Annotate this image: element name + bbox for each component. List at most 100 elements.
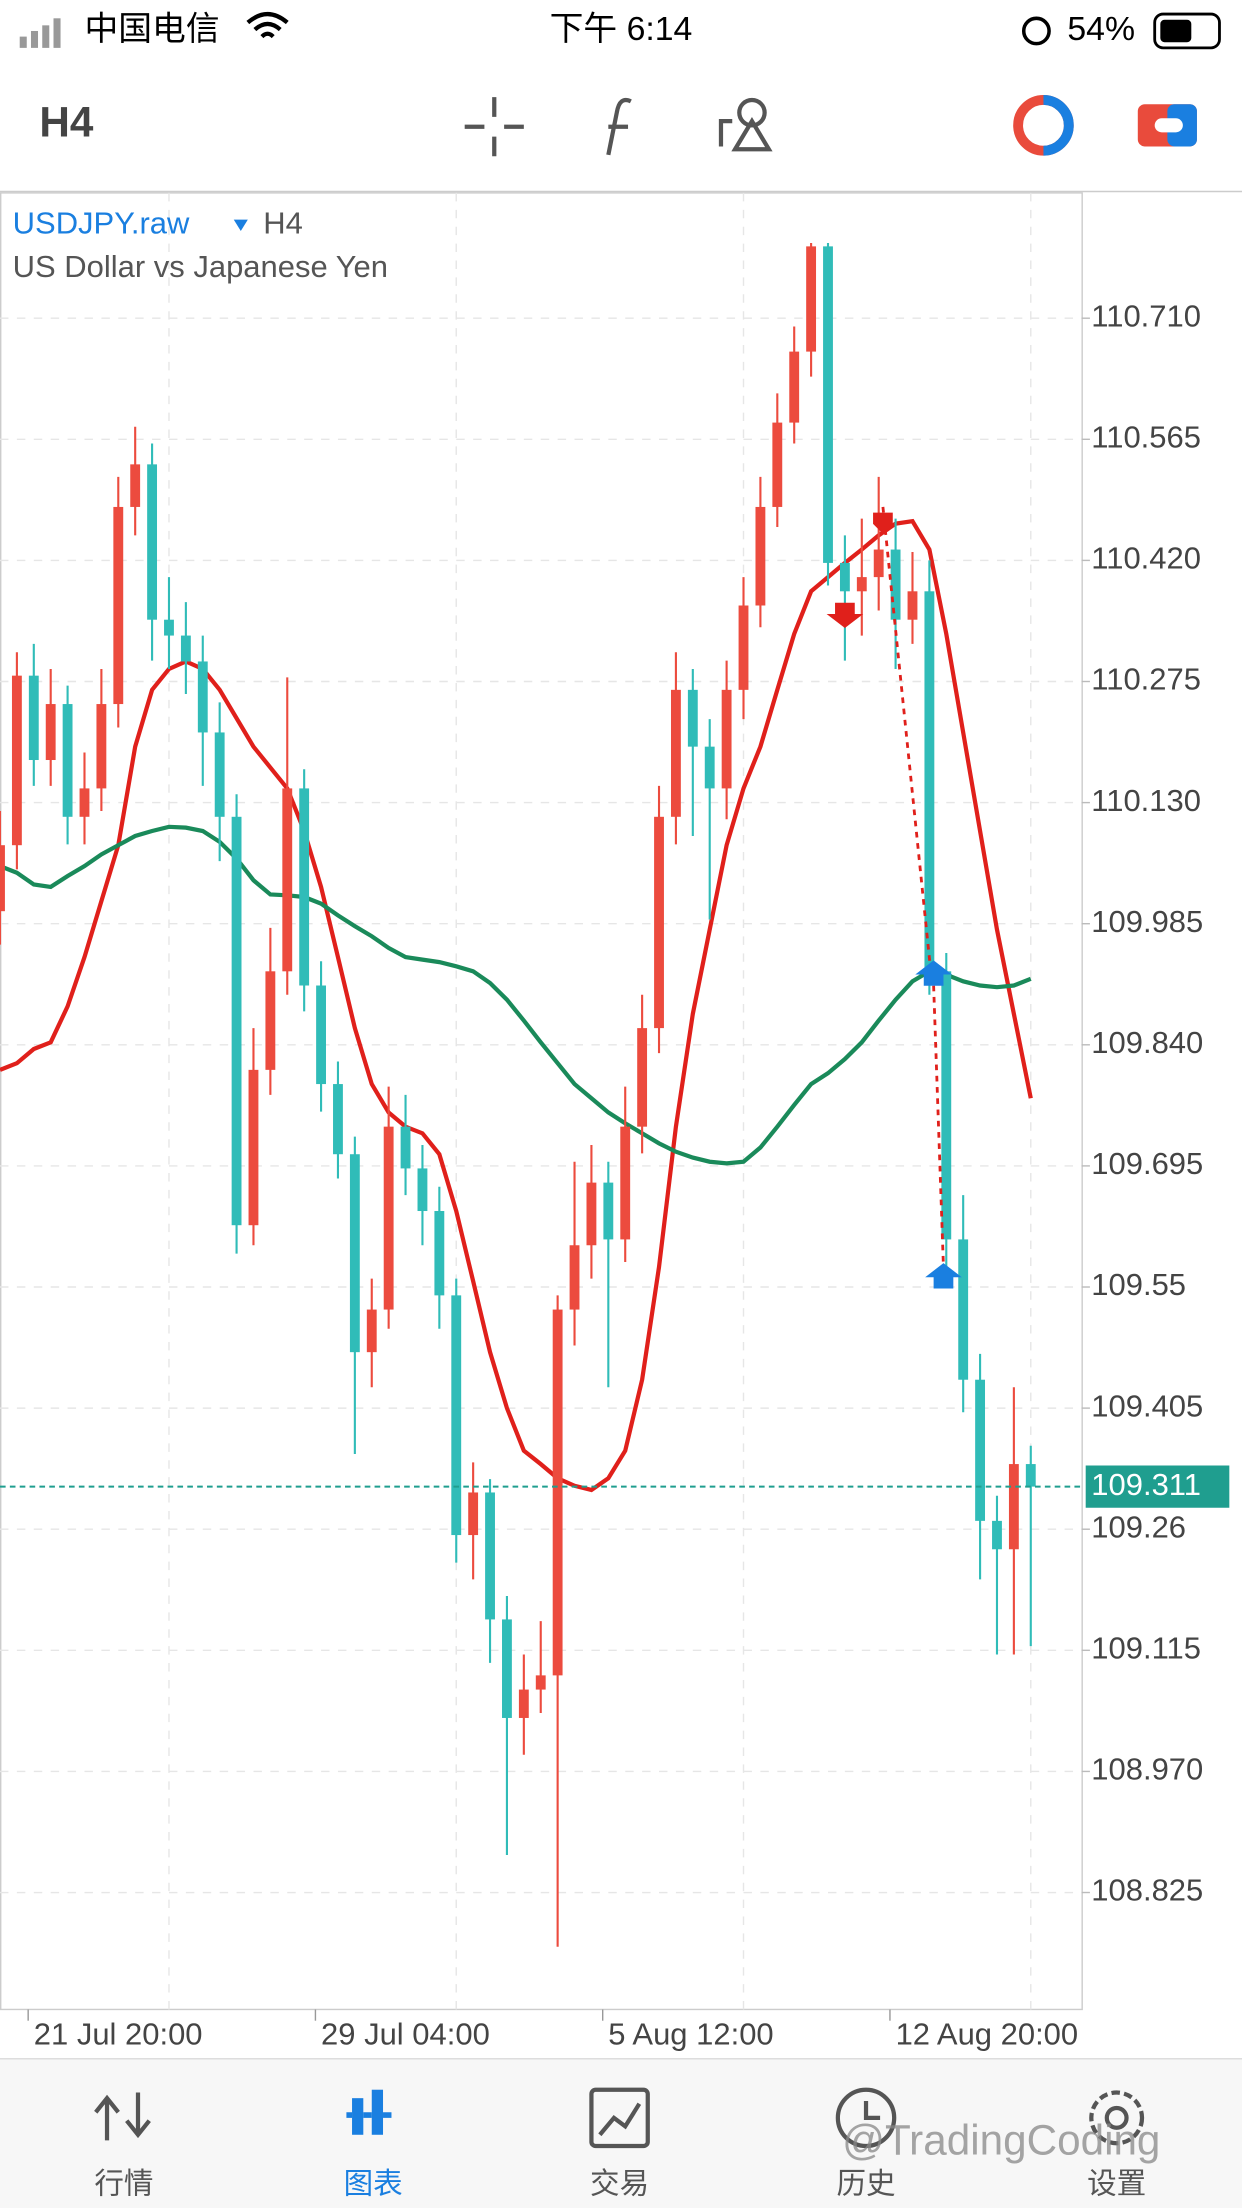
plot-frame [0, 192, 1083, 2011]
candle-body [62, 704, 73, 817]
moving-averages [0, 518, 1033, 1493]
candle-body [451, 1295, 462, 1536]
symbol[interactable]: USDJPY.raw [13, 205, 190, 240]
carrier: 中国电信 [84, 10, 219, 48]
x-tick-label: 5 Aug 12:00 [608, 2016, 773, 2051]
history-icon [835, 2087, 897, 2149]
clock: 下午 6:14 [550, 10, 693, 48]
candle-body [603, 1182, 614, 1240]
current-price-box [1085, 1465, 1230, 1508]
account-button[interactable] [1137, 104, 1197, 147]
settings-icon [1089, 2090, 1145, 2146]
grid [0, 192, 1090, 2021]
candle-body [282, 788, 293, 972]
chart-timeframe: H4 [263, 205, 303, 240]
candle-body [383, 1126, 394, 1310]
candle-body [620, 1126, 631, 1240]
candle-body [789, 351, 800, 423]
candle-body [721, 689, 732, 789]
crosshair-button[interactable] [464, 97, 524, 157]
lock-icon [1021, 16, 1051, 46]
candle-body [552, 1309, 563, 1676]
candle-body [468, 1492, 479, 1536]
candle-body [806, 246, 817, 352]
candle-body [434, 1211, 445, 1296]
candle-body [856, 577, 867, 592]
candle-body [11, 675, 22, 846]
tab-label[interactable]: 历史 [836, 2167, 895, 2200]
indicator-button[interactable] [606, 97, 632, 156]
tab-label[interactable]: 交易 [590, 2167, 649, 2200]
y-tick-label: 110.710 [1091, 298, 1201, 333]
candle-body [349, 1154, 360, 1353]
timeframe-button[interactable]: H4 [39, 98, 94, 145]
objects-button[interactable] [718, 97, 773, 152]
trade-icon [589, 2087, 650, 2149]
tab-label[interactable]: 行情 [94, 2167, 153, 2200]
candle-body [299, 788, 310, 986]
candle-body [654, 816, 664, 1029]
candle-body [366, 1309, 377, 1353]
candle-body [164, 619, 174, 636]
candle-body [907, 591, 918, 620]
y-tick-label: 109.985 [1091, 904, 1203, 939]
candle-body [670, 689, 681, 817]
trade-button[interactable] [1013, 95, 1074, 156]
trade-markers [826, 506, 962, 1289]
candle-body [316, 985, 326, 1085]
chart-icon [346, 2089, 392, 2135]
candle-body [265, 971, 276, 1070]
y-tick-label: 110.275 [1091, 662, 1201, 697]
candle-body [924, 591, 935, 972]
moving-average-line [0, 824, 1032, 1166]
tabs: 行情 图表 交易 历史 设置 [94, 2167, 1146, 2200]
candle-body [569, 1245, 580, 1310]
candle-body [1025, 1464, 1036, 1487]
y-tick-label: 109.695 [1091, 1146, 1203, 1181]
signal [19, 18, 61, 48]
candle-body [333, 1084, 343, 1155]
wifi-icon [246, 11, 289, 39]
candle-body [214, 732, 225, 817]
battery-icon [1153, 12, 1221, 50]
tab-label[interactable]: 图表 [344, 2167, 403, 2200]
candle-body [637, 1028, 648, 1127]
symbol-description: US Dollar vs Japanese Yen [13, 249, 388, 284]
candle-body [96, 704, 107, 789]
x-tick-label: 21 Jul 20:00 [34, 2016, 203, 2051]
candle-body [941, 971, 952, 1240]
candle-body [535, 1675, 546, 1690]
y-tick-label: 109.26 [1091, 1509, 1186, 1544]
candle-body [147, 464, 158, 620]
y-tick-label: 108.825 [1091, 1873, 1203, 1908]
symbol-dropdown[interactable] [233, 219, 248, 231]
y-tick-label: 109.405 [1091, 1388, 1203, 1423]
candle-body [704, 746, 715, 789]
candle-body [873, 549, 884, 578]
x-tick-label: 12 Aug 20:00 [896, 2016, 1079, 2051]
candle-body [518, 1689, 529, 1718]
y-tick-label: 109.115 [1091, 1631, 1201, 1666]
candle-body [79, 788, 90, 817]
candle-body [231, 816, 242, 1226]
candle-body [772, 422, 783, 507]
candle-body [400, 1126, 411, 1169]
y-tick-label: 108.970 [1091, 1752, 1203, 1787]
candle-body [890, 549, 901, 620]
candle-body [738, 605, 749, 690]
candle-body [586, 1182, 597, 1246]
candle-body [248, 1069, 259, 1226]
y-tick-label: 110.565 [1091, 419, 1201, 454]
candle-body [417, 1168, 428, 1212]
y-tick-label: 109.55 [1091, 1267, 1186, 1302]
candle-body [502, 1619, 512, 1718]
candle-body [958, 1239, 969, 1380]
x-tick-label: 29 Jul 04:00 [321, 2016, 490, 2051]
candle-body [113, 506, 124, 705]
candle-body [992, 1520, 1002, 1550]
tab-bar [0, 2058, 1242, 2208]
candle-body [687, 689, 698, 747]
tab-label[interactable]: 设置 [1087, 2167, 1146, 2200]
